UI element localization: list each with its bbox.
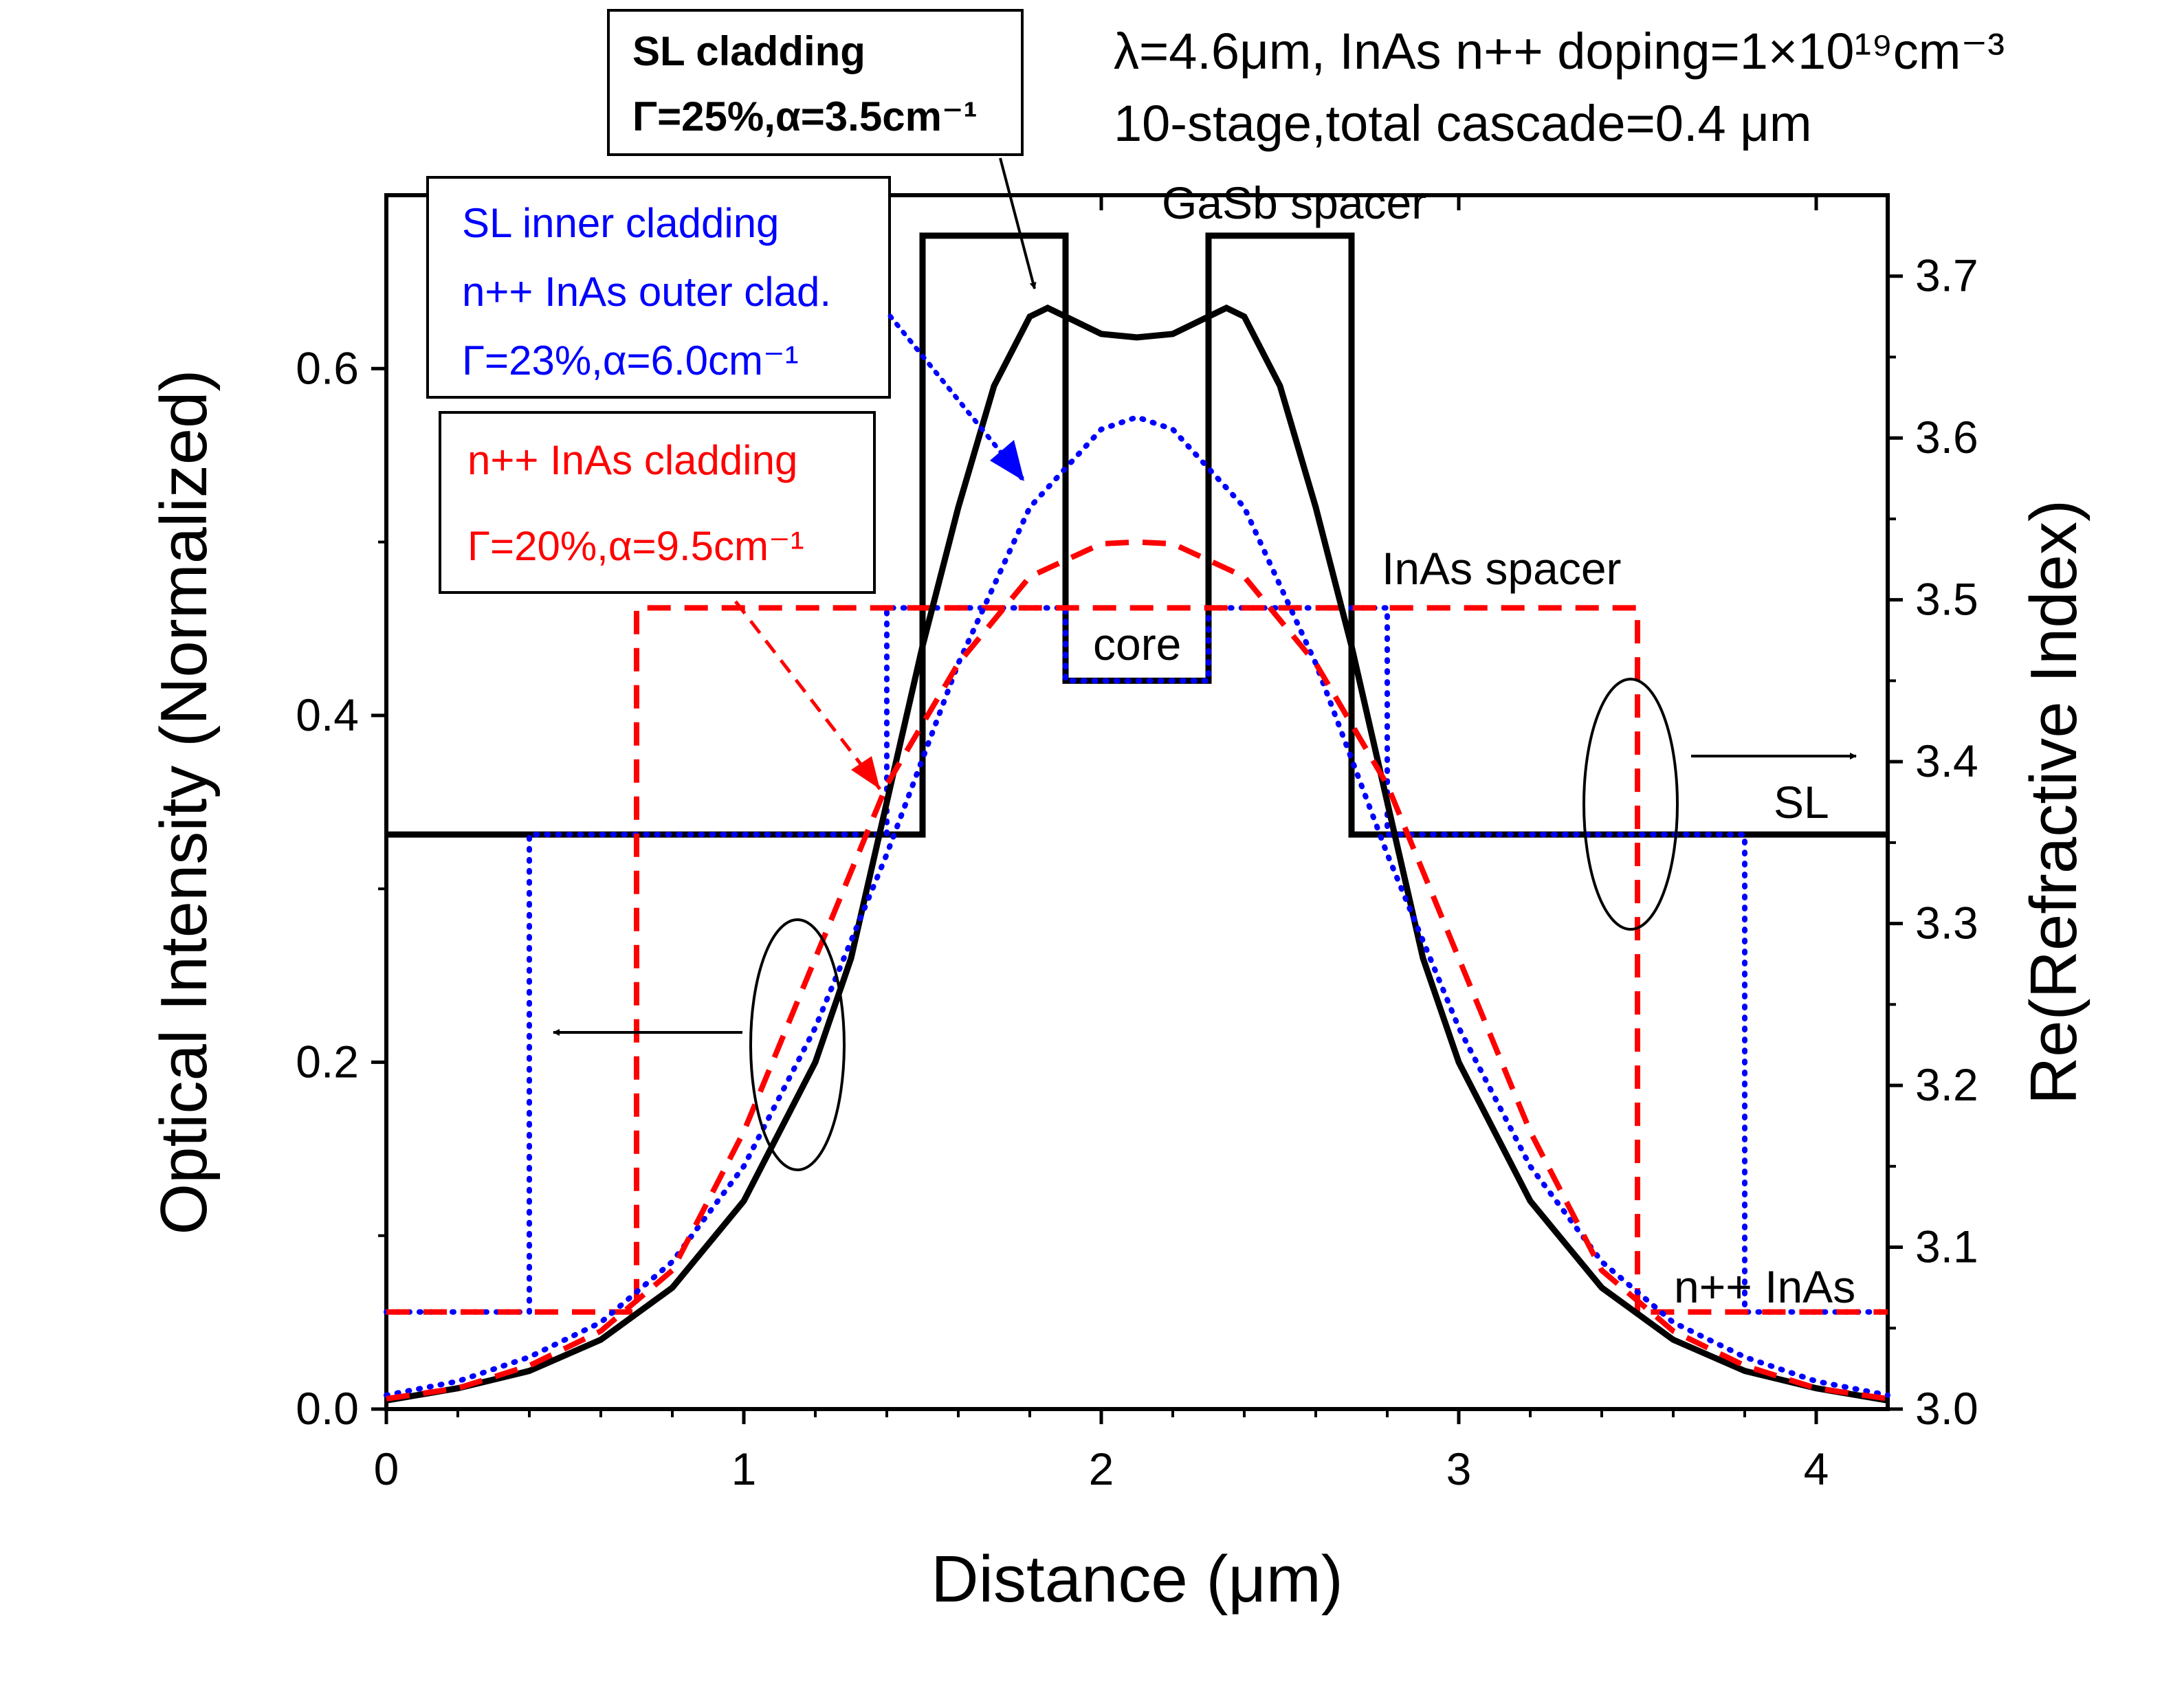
axis-ticks: 0 1 2 3 4 0.0 0.2 0.4 0.6 3.0 3.1 3.2 3.3 3.4 3.5 3.6 3.… <box>296 195 1978 1494</box>
gasb-spacer-label: GaSb spacer <box>1162 177 1426 228</box>
legend-inas-arrowhead <box>851 756 880 789</box>
y-left-tick-label: 0.6 <box>296 342 359 393</box>
y-right-tick-label: 3.2 <box>1915 1059 1978 1110</box>
legend-hybrid-line3: Γ=23%,α=6.0cm⁻¹ <box>462 337 799 384</box>
y-left-tick-label: 0.2 <box>296 1036 359 1087</box>
sl-label: SL <box>1774 777 1829 828</box>
core-label: core <box>1093 619 1181 669</box>
y-right-tick-label: 3.4 <box>1915 735 1978 786</box>
legend-inas-line2: Γ=20%,α=9.5cm⁻¹ <box>467 523 804 569</box>
y-right-tick-label: 3.6 <box>1915 412 1978 463</box>
refractive-index-series <box>384 232 1890 1315</box>
legend-inas-arrow <box>734 600 881 790</box>
legend-box-sl <box>607 9 1024 156</box>
left-axis-ellipse <box>749 918 846 1171</box>
legend-sl-line1: SL cladding <box>632 28 865 74</box>
legend-box-inas <box>439 411 876 594</box>
index-line-1 <box>384 605 1890 1315</box>
legend-sl-arrow <box>999 157 1037 289</box>
legend-hybrid-line1: SL inner cladding <box>462 200 779 246</box>
plot-area <box>384 193 1890 1411</box>
x-tick-label: 0 <box>374 1443 399 1494</box>
y-right-tick-label: 3.7 <box>1915 250 1978 301</box>
intensity-line-0 <box>386 304 1888 1404</box>
npp-inas-label: n++ InAs <box>1674 1261 1855 1312</box>
x-tick-label: 1 <box>731 1443 757 1494</box>
index-line-2 <box>386 605 1888 1315</box>
right-axis-ellipse <box>1582 678 1679 931</box>
legend-hybrid-arrowhead <box>990 440 1024 481</box>
y-right-tick-label: 3.3 <box>1915 898 1978 949</box>
intensity-series <box>384 304 1890 1404</box>
x-axis-title: Distance (μm) <box>931 1542 1343 1616</box>
legend-hybrid-line2: n++ InAs outer clad. <box>462 269 831 315</box>
y-right-tick-label: 3.5 <box>1915 574 1978 625</box>
y-left-tick-label: 0.0 <box>296 1383 359 1434</box>
y-left-tick-label: 0.4 <box>296 689 359 740</box>
legend-sl-line2: Γ=25%,α=3.5cm⁻¹ <box>632 93 978 140</box>
intensity-line-2 <box>386 539 1888 1402</box>
legend-box-hybrid <box>426 176 891 399</box>
y-left-axis-title: Optical Intensity (Normalized) <box>147 369 221 1234</box>
x-tick-label: 2 <box>1089 1443 1114 1494</box>
y-right-axis-title: Re(Refractive Index) <box>2017 500 2091 1105</box>
x-tick-label: 3 <box>1446 1443 1472 1494</box>
y-right-tick-label: 3.0 <box>1915 1383 1978 1434</box>
header-line-1: λ=4.6μm, InAs n++ doping=1×10¹⁹cm⁻³ <box>1114 23 2005 80</box>
x-tick-label: 4 <box>1804 1443 1829 1494</box>
y-right-tick-label: 3.1 <box>1915 1221 1978 1272</box>
legend-inas-line1: n++ InAs cladding <box>467 437 797 483</box>
header-line-2: 10-stage,total cascade=0.4 μm <box>1114 95 1812 152</box>
inas-spacer-label: InAs spacer <box>1382 543 1622 594</box>
